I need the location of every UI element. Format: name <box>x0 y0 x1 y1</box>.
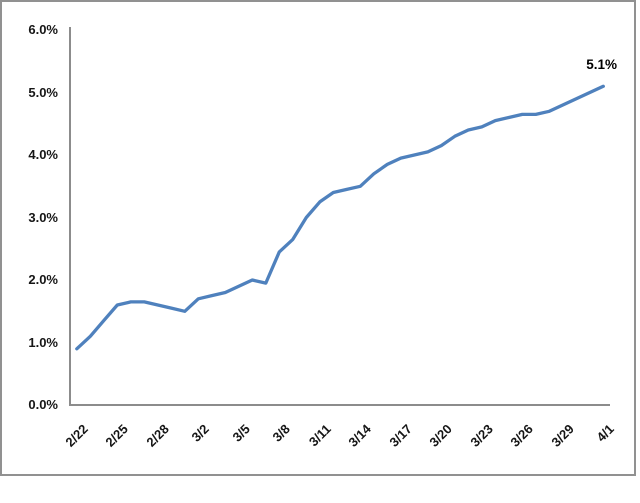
data-point-label: 5.1% <box>586 57 618 73</box>
y-axis-tick-label: 2.0% <box>28 272 58 287</box>
plot-area <box>69 27 610 406</box>
y-axis-tick-label: 0.0% <box>28 397 58 412</box>
data-series-line <box>75 84 605 351</box>
y-axis-tick-label: 6.0% <box>28 22 58 37</box>
y-axis-tick-label: 1.0% <box>28 334 58 350</box>
y-axis-tick-label: 5.0% <box>28 84 58 100</box>
chart-frame: 0.0% 1.0% 2.0% 3.0% 4.0% 5.0% 6.0% 2/22 2/25 2/2… <box>0 0 636 476</box>
y-axis-tick-label: 3.0% <box>28 209 58 225</box>
y-axis-tick-label: 4.0% <box>28 147 58 162</box>
